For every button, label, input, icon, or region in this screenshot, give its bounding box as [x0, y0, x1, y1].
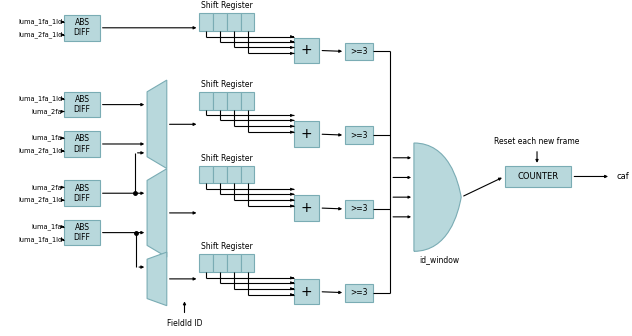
Bar — [64, 15, 100, 41]
PathPatch shape — [414, 143, 461, 251]
Bar — [227, 92, 241, 110]
Bar — [199, 92, 213, 110]
Bar — [213, 166, 227, 183]
Text: Reset each new frame: Reset each new frame — [494, 136, 580, 145]
Bar — [345, 126, 373, 144]
Text: ABS
DIFF: ABS DIFF — [74, 95, 90, 114]
Text: >=3: >=3 — [350, 205, 368, 213]
Text: id_window: id_window — [419, 255, 459, 264]
Bar — [345, 200, 373, 218]
Bar — [504, 166, 571, 187]
Text: +: + — [301, 127, 312, 141]
Text: luma_1fa: luma_1fa — [32, 223, 63, 230]
Bar — [213, 254, 227, 272]
Bar — [227, 254, 241, 272]
Bar — [241, 254, 255, 272]
Text: Shift Register: Shift Register — [201, 80, 253, 89]
Bar — [294, 195, 319, 221]
Bar — [199, 13, 213, 31]
Bar — [213, 13, 227, 31]
Text: luma_2fa_1ld: luma_2fa_1ld — [18, 31, 63, 38]
Polygon shape — [147, 252, 167, 306]
Text: luma_2fa: luma_2fa — [32, 184, 63, 191]
Bar — [199, 254, 213, 272]
Bar — [241, 13, 255, 31]
Text: luma_2fa: luma_2fa — [32, 108, 63, 115]
Text: FieldId ID: FieldId ID — [167, 319, 202, 328]
Bar — [64, 220, 100, 245]
Bar — [294, 121, 319, 147]
Bar — [64, 131, 100, 157]
Polygon shape — [147, 80, 167, 168]
Bar — [64, 92, 100, 117]
Text: >=3: >=3 — [350, 131, 368, 140]
Text: +: + — [301, 285, 312, 299]
Text: Shift Register: Shift Register — [201, 242, 253, 251]
Text: luma_1fa_1ld: luma_1fa_1ld — [18, 18, 63, 25]
Text: ABS
DIFF: ABS DIFF — [74, 183, 90, 203]
Text: ABS
DIFF: ABS DIFF — [74, 134, 90, 154]
Bar — [345, 43, 373, 60]
Text: Shift Register: Shift Register — [201, 154, 253, 163]
Bar — [213, 92, 227, 110]
Text: ABS
DIFF: ABS DIFF — [74, 18, 90, 38]
Bar — [294, 279, 319, 304]
Text: Shift Register: Shift Register — [201, 1, 253, 10]
Bar — [294, 38, 319, 63]
Text: ABS
DIFF: ABS DIFF — [74, 223, 90, 242]
Text: luma_1fa_1ld: luma_1fa_1ld — [18, 95, 63, 102]
Text: luma_2fa_1ld: luma_2fa_1ld — [18, 148, 63, 154]
Text: luma_1fa_1ld: luma_1fa_1ld — [18, 236, 63, 243]
Bar — [345, 284, 373, 301]
Polygon shape — [147, 169, 167, 257]
Bar — [241, 166, 255, 183]
Text: +: + — [301, 201, 312, 215]
Bar — [64, 180, 100, 206]
Text: caf: caf — [617, 172, 629, 181]
Bar — [241, 92, 255, 110]
Text: +: + — [301, 43, 312, 57]
Text: >=3: >=3 — [350, 47, 368, 56]
Text: COUNTER: COUNTER — [518, 172, 559, 181]
Bar — [227, 13, 241, 31]
Bar — [199, 166, 213, 183]
Text: luma_1fa: luma_1fa — [32, 135, 63, 141]
Text: >=3: >=3 — [350, 288, 368, 297]
Bar — [227, 166, 241, 183]
Text: luma_2fa_1ld: luma_2fa_1ld — [18, 197, 63, 204]
